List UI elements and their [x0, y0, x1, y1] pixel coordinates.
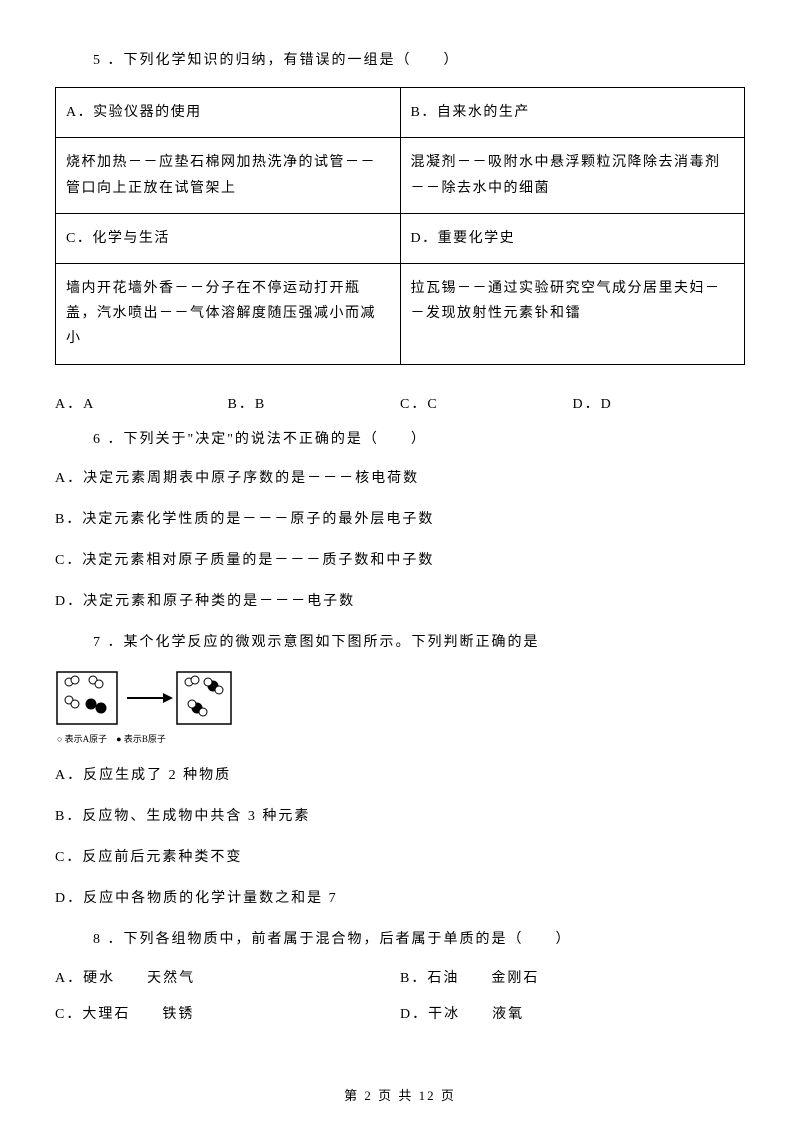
q8-row2: C．大理石 铁锈 D．干冰 液氧 [55, 1003, 745, 1023]
q5-stem: 5 ．下列化学知识的归纳，有错误的一组是（ ） [93, 48, 745, 73]
q8-opt-c: C．大理石 铁锈 [55, 1003, 400, 1023]
q8-opt-b: B．石油 金刚石 [400, 967, 539, 987]
q6-opt-b: B．决定元素化学性质的是－－－原子的最外层电子数 [55, 507, 745, 532]
q5-cell-c-text: 墙内开花墙外香－－分子在不停运动打开瓶盖，汽水喷出－－气体溶解度随压强减小而减小 [56, 263, 401, 364]
q6-opt-a: A．决定元素周期表中原子序数的是－－－核电荷数 [55, 466, 745, 491]
q5-opt-d: D．D [573, 393, 746, 413]
q5-cell-a-text: 烧杯加热－－应垫石棉网加热洗净的试管－－管口向上正放在试管架上 [56, 138, 401, 213]
q7-stem: 7 ．某个化学反应的微观示意图如下图所示。下列判断正确的是 [93, 630, 745, 655]
q8-opt-a: A．硬水 天然气 [55, 967, 400, 987]
q5-options: A．A B．B C．C D．D [55, 393, 745, 413]
reaction-diagram-icon [55, 670, 235, 730]
q6-opt-d: D．决定元素和原子种类的是－－－电子数 [55, 589, 745, 614]
q6-opt-c: C．决定元素相对原子质量的是－－－质子数和中子数 [55, 548, 745, 573]
q7-opt-d: D．反应中各物质的化学计量数之和是 7 [55, 886, 745, 911]
q8-stem: 8 ．下列各组物质中，前者属于混合物，后者属于单质的是（ ） [93, 927, 745, 952]
q5-cell-b-text: 混凝剂－－吸附水中悬浮颗粒沉降除去消毒剂－－除去水中的细菌 [400, 138, 745, 213]
q7-opt-a: A．反应生成了 2 种物质 [55, 763, 745, 788]
q5-opt-a: A．A [55, 393, 228, 413]
q5-opt-b: B．B [228, 393, 401, 413]
q8-row1: A．硬水 天然气 B．石油 金刚石 [55, 967, 745, 987]
q6-stem: 6 ．下列关于"决定"的说法不正确的是（ ） [93, 427, 745, 452]
q7-legend: ○ 表示A原子 ● 表示B原子 [57, 732, 745, 745]
q7-diagram: ○ 表示A原子 ● 表示B原子 [55, 670, 745, 745]
q5-cell-d-text: 拉瓦锡－－通过实验研究空气成分居里夫妇－－发现放射性元素钋和镭 [400, 263, 745, 364]
q5-cell-b: B．自来水的生产 [400, 88, 745, 138]
q5-cell-d: D．重要化学史 [400, 213, 745, 263]
q5-table: A．实验仪器的使用 B．自来水的生产 烧杯加热－－应垫石棉网加热洗净的试管－－管… [55, 87, 745, 364]
q5-cell-c: C．化学与生活 [56, 213, 401, 263]
q5-cell-a: A．实验仪器的使用 [56, 88, 401, 138]
q8-opt-d: D．干冰 液氧 [400, 1003, 524, 1023]
q5-opt-c: C．C [400, 393, 573, 413]
page-footer: 第 2 页 共 12 页 [0, 1085, 800, 1104]
q7-opt-c: C．反应前后元素种类不变 [55, 845, 745, 870]
q7-opt-b: B．反应物、生成物中共含 3 种元素 [55, 804, 745, 829]
